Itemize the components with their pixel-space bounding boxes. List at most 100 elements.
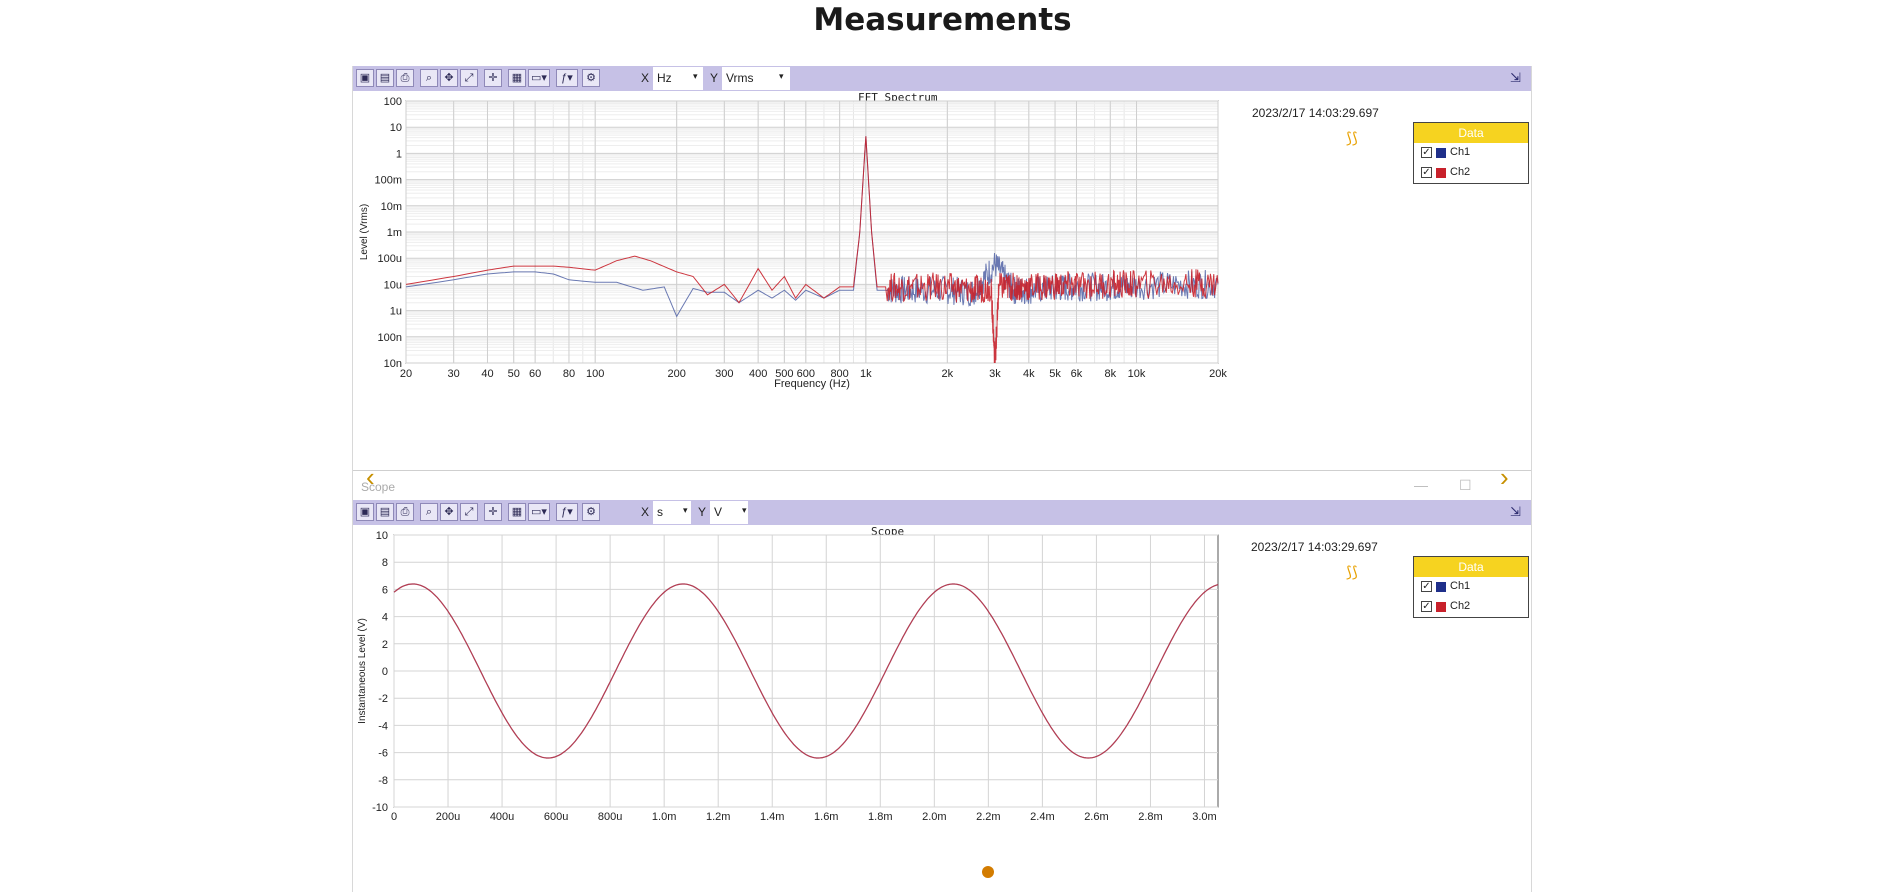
fft-panel: ▣ ▤ ⎙ ⌕ ✥ ⤢ ✛ ▦ ▭▾ ƒ▾ ⚙ X Hz ▾ Y Vrms ▾ …	[353, 66, 1531, 470]
y-tick-label: -6	[378, 748, 388, 760]
x-tick-label: 800u	[598, 811, 622, 823]
x-tick-label: 20k	[1209, 368, 1227, 380]
chevron-down-icon[interactable]: ▾	[742, 505, 747, 515]
checkbox-checked-icon[interactable]: ✓	[1421, 601, 1432, 612]
x-tick-label: 50	[508, 368, 520, 380]
zoom-icon[interactable]: ⌕	[420, 69, 438, 87]
settings-icon[interactable]: ⚙	[582, 69, 600, 87]
legend-item-ch1[interactable]: ✓ Ch1	[1414, 577, 1528, 597]
cursor-icon[interactable]: ✛	[484, 69, 502, 87]
x-tick-label: 1.0m	[652, 811, 676, 823]
cursor-icon[interactable]: ✛	[484, 503, 502, 521]
maximize-icon[interactable]: ☐	[1459, 477, 1472, 493]
fit-icon[interactable]: ⤢	[460, 69, 478, 87]
scope-panel: ▣ ▤ ⎙ ⌕ ✥ ⤢ ✛ ▦ ▭▾ ƒ▾ ⚙ X s ▾ Y V ▾ ⇲ Sc…	[353, 500, 1531, 892]
legend-label: Ch1	[1450, 146, 1471, 158]
legend-item-ch1[interactable]: ✓ Ch1	[1414, 143, 1528, 163]
pan-icon[interactable]: ✥	[440, 503, 458, 521]
chevron-down-icon[interactable]: ▾	[683, 505, 688, 515]
save-icon[interactable]: ▣	[356, 503, 374, 521]
x-unit-select[interactable]	[653, 501, 691, 524]
y-tick-label: 10	[390, 122, 402, 134]
y-unit-value: V	[714, 505, 723, 519]
x-tick-label: 400u	[490, 811, 514, 823]
scope-toolbar: ▣ ▤ ⎙ ⌕ ✥ ⤢ ✛ ▦ ▭▾ ƒ▾ ⚙ X s ▾ Y V ▾ ⇲	[353, 500, 1531, 525]
function-icon[interactable]: ƒ▾	[556, 503, 578, 521]
x-tick-label: 20	[400, 368, 412, 380]
expand-icon[interactable]: ⇲	[1510, 70, 1521, 85]
series-line-ch1	[405, 136, 1219, 318]
ch2-swatch	[1436, 602, 1446, 612]
x-tick-label: 600	[797, 368, 815, 380]
x-tick-label: 1.2m	[706, 811, 730, 823]
scope-chart: 0 200u 400u 600u 800u 1.0m 1.2m 1.4m 1.6m 1.8m 2.0…	[357, 530, 1219, 823]
y-tick-label: 10	[376, 530, 388, 542]
carousel-next-arrow-icon[interactable]: ›	[1500, 462, 1509, 492]
chevron-down-icon[interactable]: ▾	[779, 71, 784, 81]
checkbox-checked-icon[interactable]: ✓	[1421, 581, 1432, 592]
legend-label: Ch1	[1450, 580, 1471, 592]
table-icon[interactable]: ▦	[508, 69, 526, 87]
function-icon[interactable]: ƒ▾	[556, 69, 578, 87]
x-tick-label: 2.4m	[1030, 811, 1054, 823]
fit-icon[interactable]: ⤢	[460, 503, 478, 521]
x-tick-label: 2.8m	[1138, 811, 1162, 823]
print-icon[interactable]: ⎙	[396, 69, 414, 87]
x-unit-select[interactable]	[653, 67, 703, 90]
y-tick-label: 100	[384, 96, 402, 108]
save-icon[interactable]: ▣	[356, 69, 374, 87]
fft-legend: Data ✓ Ch1 ✓ Ch2	[1413, 122, 1529, 184]
x-tick-label: 200	[667, 368, 685, 380]
print-icon[interactable]: ⎙	[396, 503, 414, 521]
scope-timestamp: 2023/2/17 14:03:29.697	[1251, 540, 1378, 554]
x-tick-label: 1.4m	[760, 811, 784, 823]
legend-label: Ch2	[1450, 600, 1471, 612]
zoom-icon[interactable]: ⌕	[420, 503, 438, 521]
ch2-swatch	[1436, 168, 1446, 178]
x-tick-label: 100	[586, 368, 604, 380]
y-unit-select[interactable]	[710, 501, 748, 524]
chevron-down-icon[interactable]: ▾	[693, 71, 698, 81]
ch1-swatch	[1436, 148, 1446, 158]
y-unit-value: Vrms	[726, 71, 754, 85]
chart-options-icon[interactable]: ▭▾	[528, 503, 550, 521]
x-tick-label: 2.2m	[976, 811, 1000, 823]
table-icon[interactable]: ▦	[508, 503, 526, 521]
legend-item-ch2[interactable]: ✓ Ch2	[1414, 163, 1528, 183]
save-as-icon[interactable]: ▤	[376, 503, 394, 521]
x-axis-label: X	[641, 505, 650, 519]
chart-options-icon[interactable]: ▭▾	[528, 69, 550, 87]
y-tick-label: 100m	[374, 175, 402, 187]
x-tick-label: 1.6m	[814, 811, 838, 823]
y-tick-label: -10	[372, 802, 388, 814]
minimize-icon[interactable]: —	[1414, 477, 1428, 493]
expand-icon[interactable]: ⇲	[1510, 504, 1521, 519]
x-tick-label: 300	[715, 368, 733, 380]
checkbox-checked-icon[interactable]: ✓	[1421, 167, 1432, 178]
checkbox-checked-icon[interactable]: ✓	[1421, 147, 1432, 158]
pan-icon[interactable]: ✥	[440, 69, 458, 87]
x-tick-label: 500	[775, 368, 793, 380]
y-tick-label: -8	[378, 775, 388, 787]
legend-item-ch2[interactable]: ✓ Ch2	[1414, 597, 1528, 617]
y-axis-label: Y	[698, 505, 707, 519]
legend-header: Data	[1414, 557, 1528, 577]
series-line-ch2	[393, 583, 1219, 759]
settings-icon[interactable]: ⚙	[582, 503, 600, 521]
page-title: Measurements	[813, 2, 1072, 38]
y-tick-label: 10u	[384, 279, 402, 291]
x-tick-label: 3.0m	[1192, 811, 1216, 823]
y-unit-select[interactable]	[722, 67, 790, 90]
y-axis-title: Level (Vrms)	[359, 204, 370, 260]
x-tick-label: 800	[830, 368, 848, 380]
brand-logo-icon: ⟆⟆	[1346, 130, 1358, 147]
y-tick-label: 6	[382, 584, 388, 596]
x-tick-label: 400	[749, 368, 767, 380]
x-tick-label: 2.0m	[922, 811, 946, 823]
y-tick-label: 1u	[390, 306, 402, 318]
y-tick-label: 100n	[378, 332, 402, 344]
save-as-icon[interactable]: ▤	[376, 69, 394, 87]
series-line-ch2	[405, 136, 1219, 364]
carousel-prev-arrow-icon[interactable]: ‹	[366, 462, 375, 492]
carousel-indicator-dot[interactable]	[982, 866, 994, 878]
